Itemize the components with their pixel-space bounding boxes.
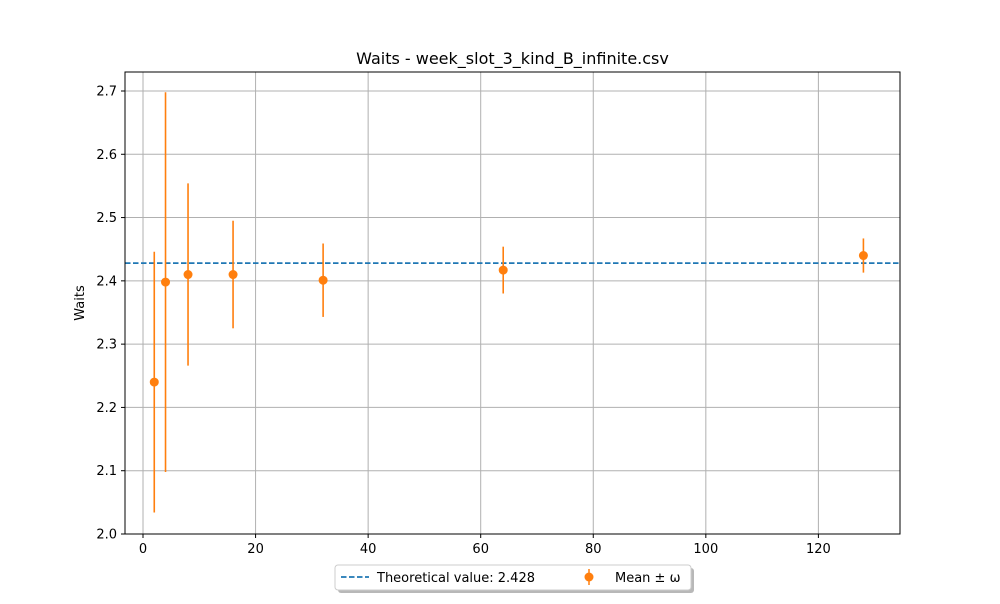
x-tick-label: 20 [247,542,264,557]
mean-point [228,270,238,280]
y-tick-label: 2.3 [96,338,117,353]
y-tick-label: 2.1 [96,464,117,479]
mean-point [183,270,193,280]
y-tick-label: 2.2 [96,401,117,416]
y-tick-label: 2.0 [96,528,117,543]
mean-point [498,265,508,275]
legend: Theoretical value: 2.428 Mean ± ω [334,564,694,593]
y-axis-title: Waits [73,285,88,321]
mean-point [149,377,159,387]
legend-series-label: Mean ± ω [615,571,680,586]
x-tick-label: 80 [585,542,602,557]
data-layer [149,92,868,513]
x-tick-label: 100 [693,542,718,557]
mean-point [161,277,171,287]
grid [125,72,900,535]
legend-series-swatch-marker [584,572,594,582]
plot-frame [124,71,901,535]
x-tick-label: 40 [360,542,377,557]
y-tick-label: 2.4 [96,274,117,289]
chart-title: Waits - week_slot_3_kind_B_infinite.csv [356,49,669,69]
tick-layer: 0 20 40 60 80 100 120 2.0 2.1 2.2 2.3 2.4 2.5 2.6 2.7 [96,84,830,557]
mean-point [318,275,328,285]
x-tick-label: 120 [806,542,831,557]
y-tick-label: 2.5 [96,211,117,226]
x-tick-label: 60 [472,542,489,557]
y-tick-label: 2.6 [96,148,117,163]
mean-point [858,251,868,261]
y-tick-label: 2.7 [96,84,117,99]
legend-reference-label: Theoretical value: 2.428 [376,571,535,586]
legend-box [334,564,692,591]
x-tick-label: 0 [139,542,147,557]
